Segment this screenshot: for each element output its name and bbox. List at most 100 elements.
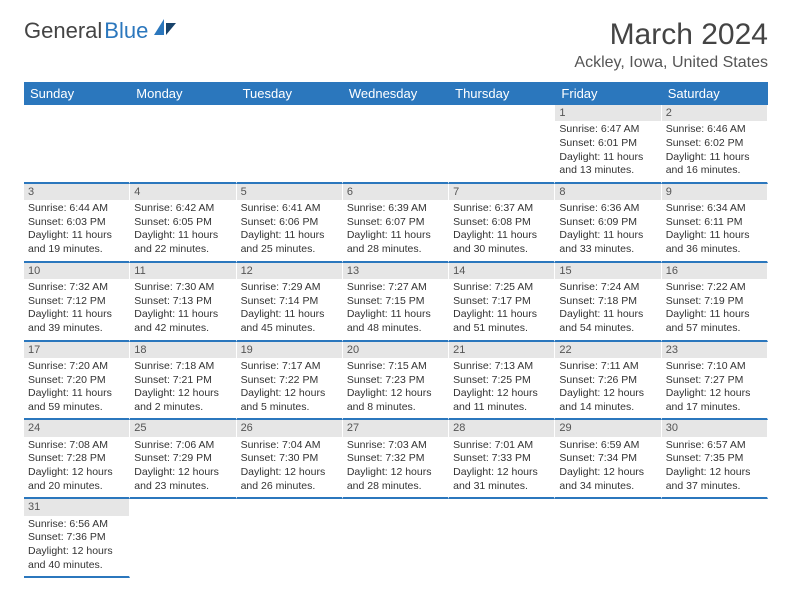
- daylight-line2: and 8 minutes.: [347, 401, 444, 415]
- daylight-line1: Daylight: 11 hours: [28, 229, 125, 243]
- day-number: 24: [24, 420, 129, 436]
- sunrise-text: Sunrise: 6:36 AM: [559, 202, 656, 216]
- empty-cell: [130, 499, 236, 578]
- day-number: 27: [343, 420, 448, 436]
- day-number: 20: [343, 342, 448, 358]
- day-cell: 25Sunrise: 7:06 AMSunset: 7:29 PMDayligh…: [130, 420, 236, 499]
- sunrise-text: Sunrise: 7:32 AM: [28, 281, 125, 295]
- daylight-line2: and 51 minutes.: [453, 322, 550, 336]
- daylight-line2: and 20 minutes.: [28, 480, 125, 494]
- daylight-line2: and 42 minutes.: [134, 322, 231, 336]
- daylight-line2: and 39 minutes.: [28, 322, 125, 336]
- daylight-line2: and 14 minutes.: [559, 401, 656, 415]
- daylight-line1: Daylight: 12 hours: [453, 466, 550, 480]
- daylight-line1: Daylight: 11 hours: [453, 308, 550, 322]
- sunrise-text: Sunrise: 7:04 AM: [241, 439, 338, 453]
- daylight-line1: Daylight: 11 hours: [347, 308, 444, 322]
- sunset-text: Sunset: 7:27 PM: [666, 374, 763, 388]
- sunrise-text: Sunrise: 6:59 AM: [559, 439, 656, 453]
- daylight-line2: and 57 minutes.: [666, 322, 763, 336]
- empty-cell: [24, 105, 130, 184]
- daylight-line1: Daylight: 12 hours: [347, 466, 444, 480]
- weekday-header: Sunday: [24, 82, 130, 105]
- daylight-line1: Daylight: 11 hours: [134, 229, 231, 243]
- day-cell: 3Sunrise: 6:44 AMSunset: 6:03 PMDaylight…: [24, 184, 130, 263]
- daylight-line1: Daylight: 12 hours: [28, 545, 125, 559]
- daylight-line1: Daylight: 11 hours: [28, 387, 125, 401]
- daylight-line1: Daylight: 12 hours: [453, 387, 550, 401]
- sunrise-text: Sunrise: 7:30 AM: [134, 281, 231, 295]
- sunset-text: Sunset: 7:20 PM: [28, 374, 125, 388]
- sunrise-text: Sunrise: 7:06 AM: [134, 439, 231, 453]
- daylight-line2: and 34 minutes.: [559, 480, 656, 494]
- daylight-line2: and 28 minutes.: [347, 243, 444, 257]
- day-cell: 18Sunrise: 7:18 AMSunset: 7:21 PMDayligh…: [130, 342, 236, 421]
- sunrise-text: Sunrise: 7:15 AM: [347, 360, 444, 374]
- daylight-line2: and 48 minutes.: [347, 322, 444, 336]
- day-cell: 2Sunrise: 6:46 AMSunset: 6:02 PMDaylight…: [662, 105, 768, 184]
- sunrise-text: Sunrise: 6:47 AM: [559, 123, 656, 137]
- empty-cell: [449, 499, 555, 578]
- day-cell: 5Sunrise: 6:41 AMSunset: 6:06 PMDaylight…: [237, 184, 343, 263]
- sunset-text: Sunset: 7:23 PM: [347, 374, 444, 388]
- sunset-text: Sunset: 6:01 PM: [559, 137, 656, 151]
- day-number: 23: [662, 342, 767, 358]
- daylight-line1: Daylight: 11 hours: [559, 229, 656, 243]
- sunset-text: Sunset: 6:06 PM: [241, 216, 338, 230]
- day-cell: 9Sunrise: 6:34 AMSunset: 6:11 PMDaylight…: [662, 184, 768, 263]
- location: Ackley, Iowa, United States: [574, 54, 768, 72]
- daylight-line2: and 33 minutes.: [559, 243, 656, 257]
- sunset-text: Sunset: 7:35 PM: [666, 452, 763, 466]
- logo-text-2: Blue: [104, 18, 148, 44]
- daylight-line2: and 2 minutes.: [134, 401, 231, 415]
- daylight-line1: Daylight: 11 hours: [28, 308, 125, 322]
- sunrise-text: Sunrise: 6:46 AM: [666, 123, 763, 137]
- weekday-header: Friday: [555, 82, 661, 105]
- sail-icon: [152, 17, 178, 37]
- day-cell: 8Sunrise: 6:36 AMSunset: 6:09 PMDaylight…: [555, 184, 661, 263]
- day-number: 17: [24, 342, 129, 358]
- sunset-text: Sunset: 6:08 PM: [453, 216, 550, 230]
- day-number: 25: [130, 420, 235, 436]
- sunrise-text: Sunrise: 7:18 AM: [134, 360, 231, 374]
- daylight-line1: Daylight: 11 hours: [559, 308, 656, 322]
- daylight-line2: and 25 minutes.: [241, 243, 338, 257]
- daylight-line2: and 22 minutes.: [134, 243, 231, 257]
- daylight-line1: Daylight: 11 hours: [347, 229, 444, 243]
- empty-cell: [343, 105, 449, 184]
- daylight-line1: Daylight: 12 hours: [241, 387, 338, 401]
- day-cell: 1 Sunrise: 6:47 AMSunset: 6:01 PMDaylight…: [555, 105, 661, 184]
- weekday-header: Saturday: [662, 82, 768, 105]
- day-cell: 20Sunrise: 7:15 AMSunset: 7:23 PMDayligh…: [343, 342, 449, 421]
- daylight-line2: and 28 minutes.: [347, 480, 444, 494]
- day-number: 9: [662, 184, 767, 200]
- day-number: 12: [237, 263, 342, 279]
- daylight-line2: and 13 minutes.: [559, 164, 656, 178]
- daylight-line1: Daylight: 11 hours: [241, 308, 338, 322]
- day-number: 2: [662, 105, 767, 121]
- sunrise-text: Sunrise: 6:44 AM: [28, 202, 125, 216]
- sunset-text: Sunset: 7:33 PM: [453, 452, 550, 466]
- sunrise-text: Sunrise: 7:10 AM: [666, 360, 763, 374]
- day-cell: 4Sunrise: 6:42 AMSunset: 6:05 PMDaylight…: [130, 184, 236, 263]
- day-cell: 7Sunrise: 6:37 AMSunset: 6:08 PMDaylight…: [449, 184, 555, 263]
- day-cell: 19Sunrise: 7:17 AMSunset: 7:22 PMDayligh…: [237, 342, 343, 421]
- daylight-line2: and 31 minutes.: [453, 480, 550, 494]
- empty-cell: [237, 105, 343, 184]
- sunrise-text: Sunrise: 7:03 AM: [347, 439, 444, 453]
- day-number: 3: [24, 184, 129, 200]
- calendar-grid: SundayMondayTuesdayWednesdayThursdayFrid…: [24, 82, 768, 578]
- sunset-text: Sunset: 7:21 PM: [134, 374, 231, 388]
- day-cell: 14Sunrise: 7:25 AMSunset: 7:17 PMDayligh…: [449, 263, 555, 342]
- day-number: 4: [130, 184, 235, 200]
- daylight-line1: Daylight: 11 hours: [559, 151, 656, 165]
- day-number: 10: [24, 263, 129, 279]
- sunset-text: Sunset: 7:17 PM: [453, 295, 550, 309]
- day-number: 14: [449, 263, 554, 279]
- day-number: 1: [555, 105, 660, 121]
- sunset-text: Sunset: 7:28 PM: [28, 452, 125, 466]
- daylight-line2: and 30 minutes.: [453, 243, 550, 257]
- daylight-line1: Daylight: 12 hours: [134, 466, 231, 480]
- daylight-line2: and 17 minutes.: [666, 401, 763, 415]
- logo-text-1: General: [24, 18, 102, 44]
